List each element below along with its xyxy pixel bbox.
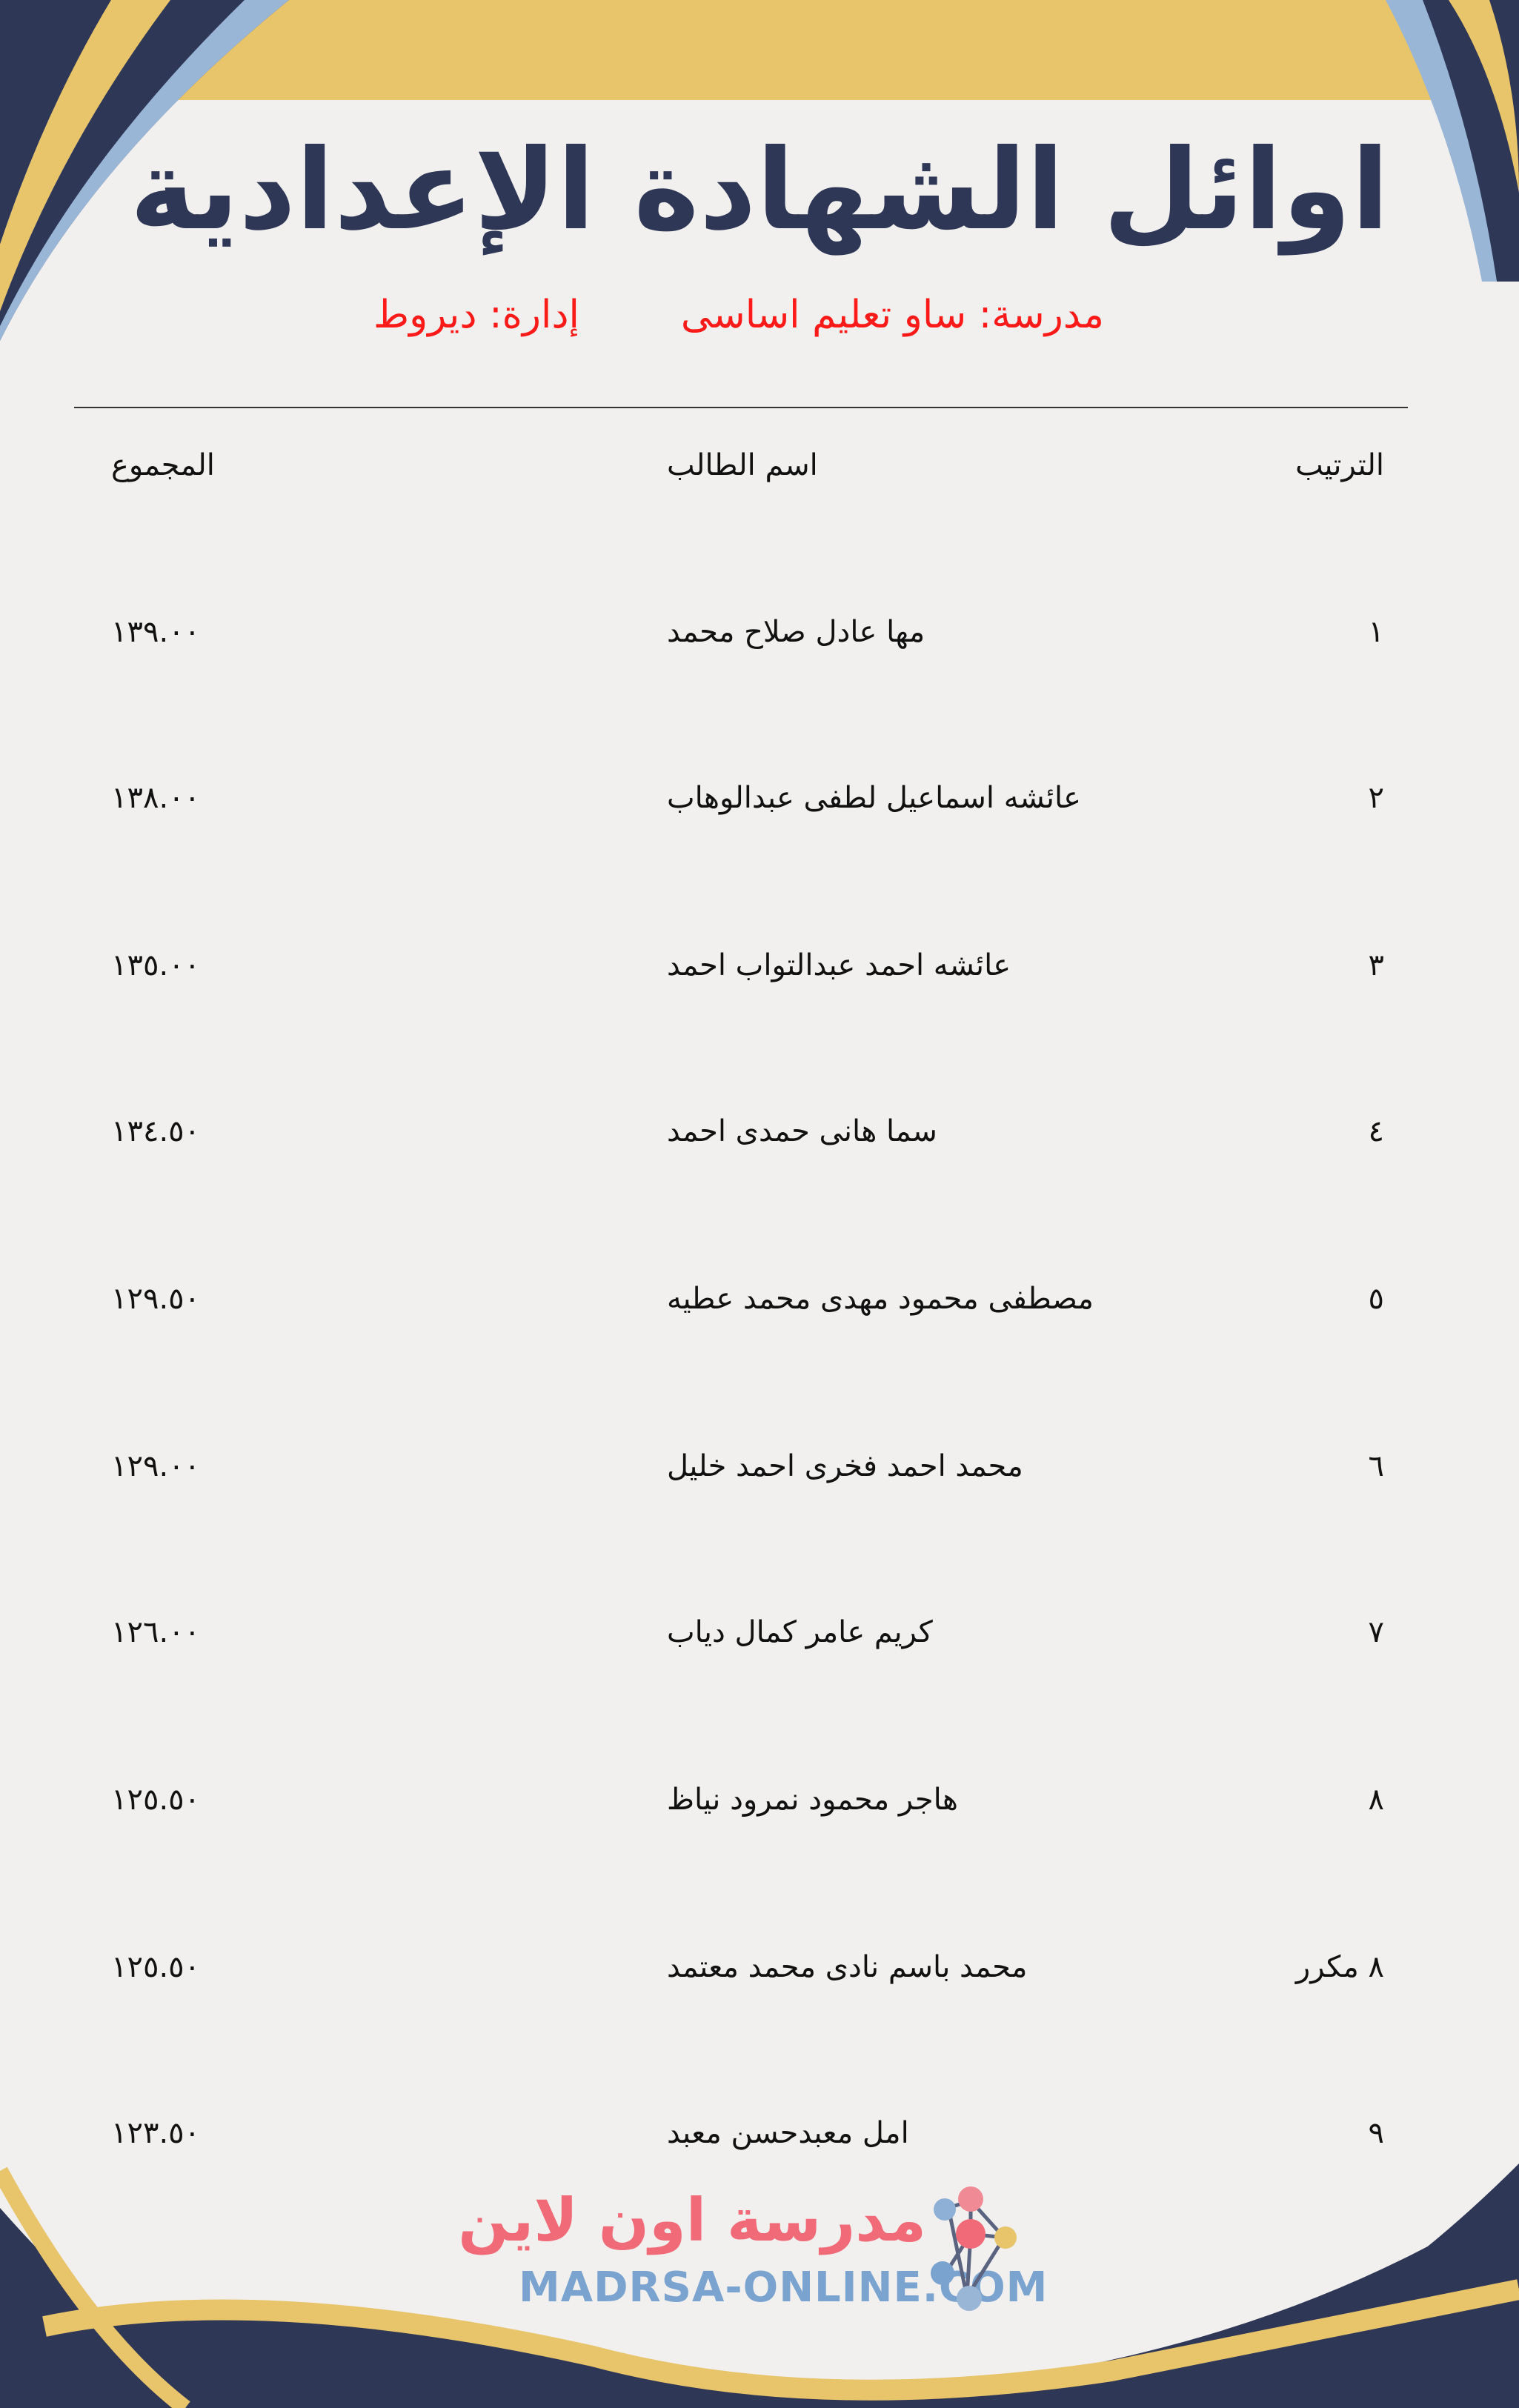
row-total: ١٣٩.٠٠ (111, 615, 201, 649)
row-rank: ٢ (1368, 781, 1384, 815)
site-logo: مدرسة اون لاين MADRSA-ONLINE.COM (458, 2186, 1047, 2326)
row-total: ١٢٥.٥٠ (111, 1950, 201, 1984)
divider (74, 407, 1408, 408)
row-total: ١٣٤.٥٠ (111, 1114, 201, 1148)
row-student-name: سما هانى حمدى احمد (667, 1114, 937, 1148)
row-total: ١٢٦.٠٠ (111, 1615, 201, 1649)
school-name: مدرسة: ساو تعليم اساسى (680, 293, 1104, 337)
row-total: ١٣٥.٠٠ (111, 948, 201, 982)
header-name: اسم الطالب (667, 448, 818, 482)
row-student-name: عائشه اسماعيل لطفى عبدالوهاب (667, 781, 1082, 815)
row-student-name: محمد باسم نادى محمد معتمد (667, 1950, 1028, 1984)
row-rank: ٥ (1368, 1282, 1384, 1316)
row-rank: ٨ (1368, 1783, 1384, 1817)
row-total: ١٢٩.٥٠ (111, 1282, 201, 1316)
header-rank: الترتيب (1295, 448, 1384, 482)
molecule-icon (931, 2186, 1017, 2311)
row-rank: ٩ (1368, 2116, 1384, 2150)
row-student-name: عائشه احمد عبدالتواب احمد (667, 948, 1011, 982)
row-student-name: مها عادل صلاح محمد (667, 615, 925, 649)
row-rank: ٦ (1368, 1449, 1384, 1483)
row-rank: ٣ (1368, 948, 1384, 982)
row-rank: ٨ مكرر (1295, 1950, 1384, 1984)
row-student-name: امل معبدحسن معبد (667, 2116, 909, 2150)
row-student-name: محمد احمد فخرى احمد خليل (667, 1449, 1023, 1483)
row-rank: ٤ (1368, 1114, 1384, 1148)
row-student-name: كريم عامر كمال دياب (667, 1615, 933, 1649)
logo-arabic-text: مدرسة اون لاين (458, 2186, 926, 2255)
row-rank: ٧ (1368, 1615, 1384, 1649)
row-total: ١٢٣.٥٠ (111, 2116, 201, 2150)
page-title: اوائل الشهادة الإعدادية (130, 126, 1389, 255)
header-total: المجموع (111, 448, 215, 482)
row-total: ١٢٥.٥٠ (111, 1783, 201, 1817)
row-student-name: هاجر محمود نمرود نياظ (667, 1783, 958, 1817)
row-student-name: مصطفى محمود مهدى محمد عطيه (667, 1282, 1094, 1316)
administration-name: إدارة: ديروط (373, 293, 579, 337)
row-total: ١٢٩.٠٠ (111, 1449, 201, 1483)
row-rank: ١ (1368, 615, 1384, 649)
row-total: ١٣٨.٠٠ (111, 781, 201, 815)
